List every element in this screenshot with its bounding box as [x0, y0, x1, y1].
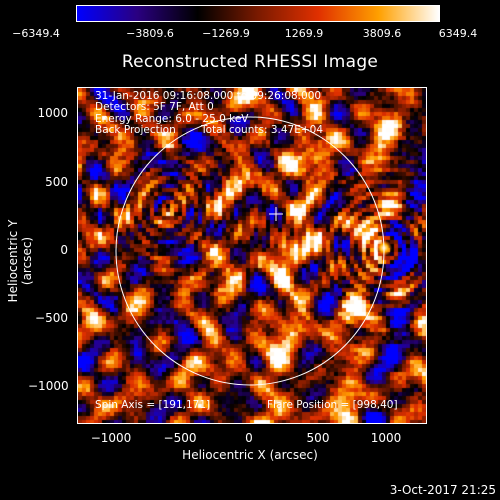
method-label: Back Projection	[95, 124, 176, 136]
plot-timestamp: 3-Oct-2017 21:25	[389, 483, 496, 497]
colorbar-tick: 3809.6	[362, 27, 402, 40]
solar-limb-circle	[115, 116, 385, 386]
flare-position-label: Flare Position = [998,40]	[267, 399, 398, 411]
energy-range-label: Energy Range: 6.0 - 25.0 keV	[95, 113, 249, 125]
y-tick: −500	[35, 311, 68, 325]
time-range-label: 31-Jan-2016 09:16:08.000 to 09:26:08.000	[95, 90, 322, 102]
detectors-label: Detectors: 5F 7F, Att 0	[95, 101, 214, 113]
spin-axis-label: Spin Axis = [191,171]	[95, 399, 211, 411]
x-axis-label: Heliocentric X (arcsec)	[182, 448, 318, 462]
plot-overlay	[115, 116, 385, 386]
colorbar	[76, 5, 440, 22]
y-tick: 500	[45, 175, 68, 189]
rhessi-image	[78, 88, 426, 423]
x-tick: 1000	[370, 431, 402, 445]
y-tick: 1000	[37, 106, 68, 120]
y-axis-label: Heliocentric Y (arcsec)	[6, 219, 34, 303]
x-tick: 500	[306, 431, 330, 445]
colorbar-tick: −6349.4	[12, 27, 60, 40]
y-tick: −1000	[28, 379, 69, 393]
x-tick: 0	[245, 431, 253, 445]
x-tick: −500	[163, 431, 197, 445]
colorbar-tick: −1269.9	[202, 27, 250, 40]
plot-title: Reconstructed RHESSI Image	[121, 52, 379, 72]
colorbar-tick: 1269.9	[284, 27, 324, 40]
total-counts-label: Total counts: 3.47E+04	[201, 124, 324, 136]
colorbar-tick: 6349.4	[438, 27, 478, 40]
image-plot[interactable]: 31-Jan-2016 09:16:08.000 to 09:26:08.000…	[77, 87, 427, 424]
colorbar-tick: −3809.6	[126, 27, 174, 40]
x-tick: −1000	[90, 431, 132, 445]
y-tick: 0	[60, 243, 68, 257]
